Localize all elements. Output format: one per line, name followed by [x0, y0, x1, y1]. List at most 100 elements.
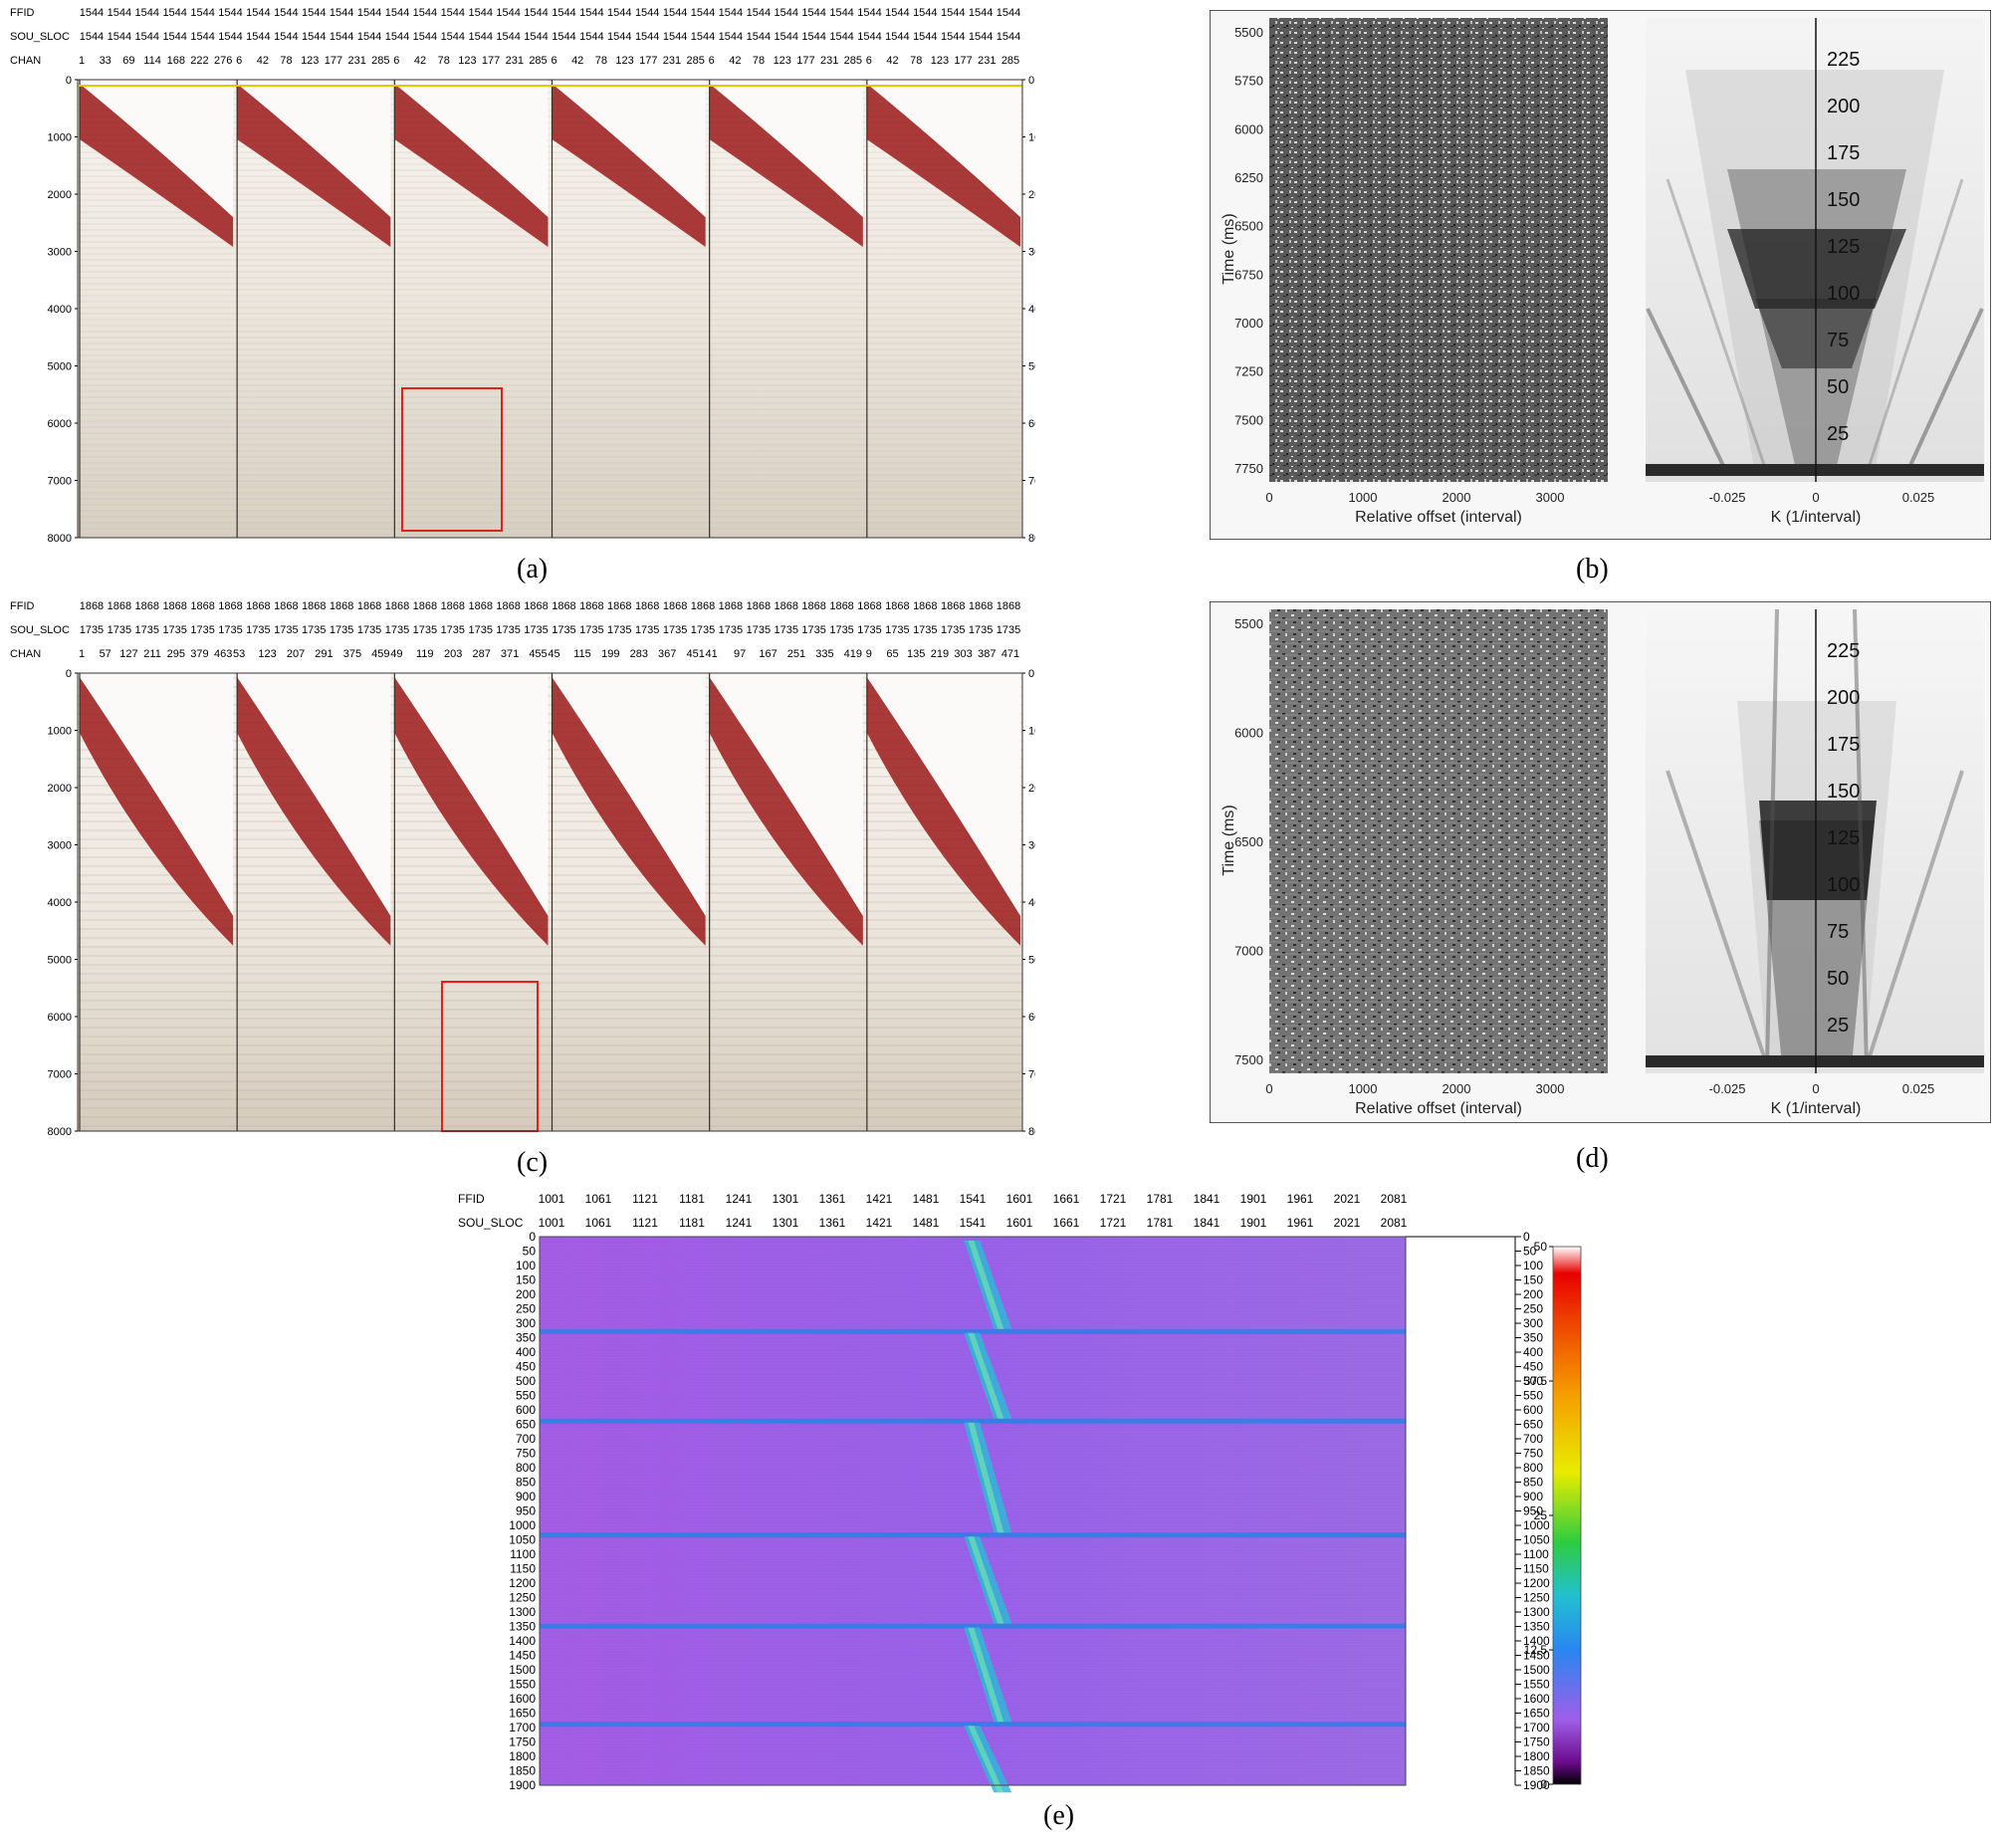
panel-e-map	[539, 1236, 1407, 1793]
sloc-value: 1544	[552, 31, 575, 43]
ffid-value: 1868	[719, 600, 743, 612]
trace-tick-left: 1600	[509, 1692, 536, 1706]
trace-tick-left: 400	[516, 1345, 536, 1359]
chan-value: 335	[815, 648, 833, 660]
time-tick: 6000	[1234, 121, 1263, 136]
pre-arrival-zone	[552, 80, 706, 217]
ffid-value: 1544	[941, 7, 965, 19]
sloc-value: 1735	[385, 624, 409, 636]
chan-value: 123	[615, 55, 633, 67]
trace-tick-left: 1050	[509, 1533, 536, 1547]
panel-c-shot-gathers: FFIDSOU_SLOCCHAN186817351868173518681735…	[10, 600, 1035, 1138]
time-tick-right: 3000	[1028, 840, 1035, 852]
offset-tick: 1000	[1349, 490, 1378, 505]
time-tick-right: 5000	[1028, 955, 1035, 967]
time-tick-left: 6000	[48, 1012, 72, 1024]
ffid-value: 1181	[679, 1192, 705, 1206]
ffid-value: 1544	[969, 7, 993, 19]
sloc-value: 1544	[80, 31, 104, 43]
sloc-value: 1735	[190, 624, 214, 636]
chan-value: 119	[416, 648, 434, 660]
trace-tick-left: 1850	[509, 1764, 536, 1778]
chan-value: 419	[844, 648, 862, 660]
colorbar-tick: 50	[1534, 1240, 1548, 1254]
time-tick-right: 6000	[1028, 1012, 1035, 1024]
sloc-value: 1735	[997, 624, 1020, 636]
sloc-value: 1544	[496, 31, 520, 43]
chan-value: 285	[371, 55, 389, 67]
ffid-value: 1868	[441, 600, 465, 612]
first-arrival-wedge	[394, 677, 549, 946]
sloc-value: 1735	[135, 624, 159, 636]
chan-value: 49	[390, 648, 402, 660]
caption-d: (d)	[1576, 1143, 1609, 1174]
trace-tick-right: 800	[1523, 1461, 1543, 1475]
ffid-value: 1868	[635, 600, 659, 612]
frequency-tick: 100	[1827, 283, 1860, 305]
ffid-value: 1544	[857, 7, 881, 19]
sloc-value: 1781	[1147, 1216, 1174, 1230]
ffid-value: 1868	[162, 600, 186, 612]
sloc-value: 1544	[913, 31, 937, 43]
ffid-value: 1868	[302, 600, 326, 612]
trace-tick-left: 0	[529, 1230, 536, 1244]
sloc-value: 1544	[274, 31, 298, 43]
time-tick-right: 8000	[1028, 533, 1035, 545]
ffid-value: 2021	[1334, 1192, 1361, 1206]
time-tick-left: 4000	[48, 897, 72, 909]
trace-tick-right: 550	[1523, 1389, 1543, 1403]
frequency-tick: 150	[1827, 189, 1860, 211]
panel-d-offset-section	[1269, 609, 1608, 1073]
ffid-value: 1544	[913, 7, 937, 19]
ffid-value: 1868	[80, 600, 104, 612]
chan-value: 41	[706, 648, 718, 660]
ffid-value: 1544	[80, 7, 104, 19]
frequency-tick: 225	[1827, 640, 1860, 662]
trace-tick-left: 150	[516, 1273, 536, 1287]
offset-tick: 3000	[1536, 490, 1565, 505]
chan-value: 6	[236, 55, 242, 67]
sloc-value: 1544	[302, 31, 326, 43]
sloc-value: 1121	[632, 1216, 658, 1230]
ffid-value: 1481	[913, 1192, 940, 1206]
trace-tick-left: 1650	[509, 1707, 536, 1721]
sloc-value: 1361	[819, 1216, 846, 1230]
trace-tick-right: 1200	[1523, 1576, 1550, 1590]
header-label: SOU_SLOC	[10, 624, 70, 636]
sloc-value: 1735	[607, 624, 631, 636]
ffid-value: 1961	[1287, 1192, 1314, 1206]
ffid-value: 1061	[585, 1192, 612, 1206]
ffid-value: 1544	[829, 7, 853, 19]
sloc-value: 1735	[413, 624, 437, 636]
sloc-value: 1735	[218, 624, 242, 636]
streak-core	[968, 1536, 1004, 1624]
ffid-value: 1361	[819, 1192, 846, 1206]
colorbar-tick: 0	[1540, 1777, 1547, 1791]
frequency-tick: 75	[1827, 330, 1849, 351]
header-label: FFID	[10, 7, 34, 19]
chan-value: 42	[571, 55, 583, 67]
chan-value: 78	[280, 55, 292, 67]
first-arrival-wedge	[237, 84, 391, 247]
chan-value: 387	[978, 648, 996, 660]
trace-tick-right: 1850	[1523, 1764, 1550, 1778]
ffid-value: 1544	[413, 7, 437, 19]
ffid-value: 1868	[969, 600, 993, 612]
streak-core	[968, 1627, 1004, 1723]
chan-value: 1	[79, 55, 85, 67]
k-axis-title: K (1/interval)	[1771, 1100, 1862, 1117]
chan-value: 459	[371, 648, 389, 660]
chan-value: 6	[393, 55, 399, 67]
trace-tick-right: 500	[1523, 1374, 1543, 1388]
ffid-value: 1868	[552, 600, 575, 612]
time-tick: 7500	[1234, 412, 1263, 427]
trace-tick-right: 150	[1523, 1273, 1543, 1287]
ffid-value: 1868	[801, 600, 825, 612]
ffid-value: 2081	[1381, 1192, 1408, 1206]
time-tick-left: 8000	[48, 533, 72, 545]
sloc-value: 1544	[135, 31, 159, 43]
sloc-value: 1735	[969, 624, 993, 636]
header-label: FFID	[10, 600, 34, 612]
time-tick-right: 7000	[1028, 1069, 1035, 1081]
trace-tick-left: 600	[516, 1403, 536, 1417]
